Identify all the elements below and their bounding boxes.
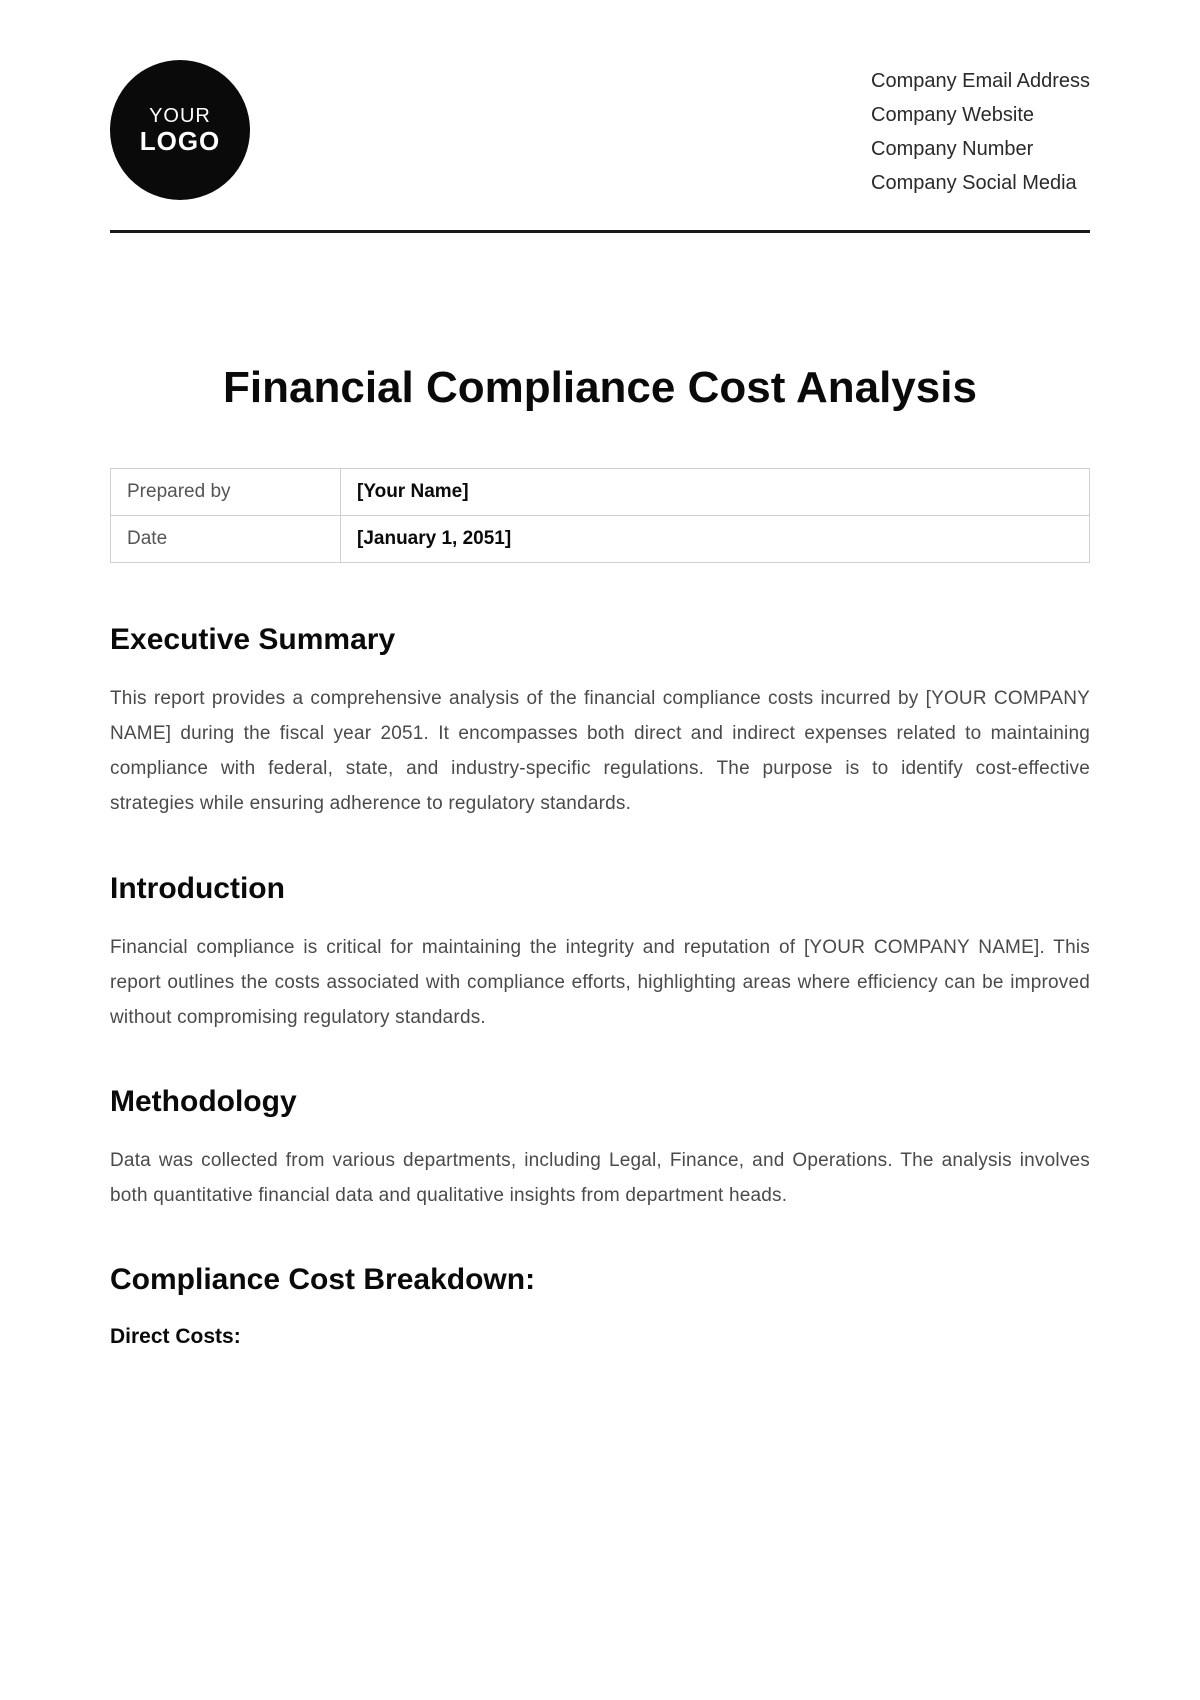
company-website-line: Company Website — [871, 98, 1090, 132]
section-heading-executive-summary: Executive Summary — [110, 623, 1090, 657]
section-heading-introduction: Introduction — [110, 872, 1090, 906]
meta-label-prepared-by: Prepared by — [111, 469, 341, 516]
subsection-heading-direct-costs: Direct Costs: — [110, 1325, 1090, 1349]
meta-value-prepared-by: [Your Name] — [341, 469, 1090, 516]
logo-text-line2: LOGO — [140, 127, 221, 156]
document-title: Financial Compliance Cost Analysis — [110, 363, 1090, 413]
company-email-line: Company Email Address — [871, 64, 1090, 98]
logo-text-line1: YOUR — [149, 105, 211, 127]
section-heading-methodology: Methodology — [110, 1085, 1090, 1119]
logo-placeholder: YOUR LOGO — [110, 60, 250, 200]
company-number-line: Company Number — [871, 132, 1090, 166]
meta-value-date: [January 1, 2051] — [341, 516, 1090, 563]
meta-table: Prepared by [Your Name] Date [January 1,… — [110, 468, 1090, 563]
section-heading-breakdown: Compliance Cost Breakdown: — [110, 1263, 1090, 1297]
section-body-methodology: Data was collected from various departme… — [110, 1143, 1090, 1213]
section-body-introduction: Financial compliance is critical for mai… — [110, 930, 1090, 1035]
table-row: Date [January 1, 2051] — [111, 516, 1090, 563]
table-row: Prepared by [Your Name] — [111, 469, 1090, 516]
document-header: YOUR LOGO Company Email Address Company … — [110, 60, 1090, 233]
company-social-line: Company Social Media — [871, 166, 1090, 200]
meta-label-date: Date — [111, 516, 341, 563]
section-body-executive-summary: This report provides a comprehensive ana… — [110, 681, 1090, 822]
company-info-block: Company Email Address Company Website Co… — [871, 60, 1090, 200]
